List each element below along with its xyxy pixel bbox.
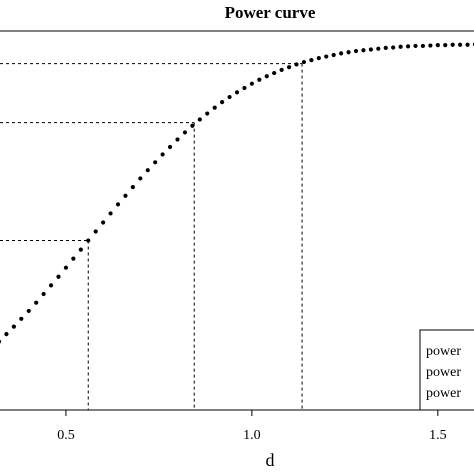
curve-point <box>234 90 240 95</box>
curve-point <box>34 300 39 305</box>
curve-point <box>249 81 254 86</box>
curve-point <box>420 43 426 49</box>
curve-point <box>331 52 336 58</box>
curve-point <box>227 94 232 100</box>
curve-point <box>383 45 388 51</box>
curve-point <box>405 44 411 49</box>
curve-point <box>257 77 262 82</box>
curve-point <box>346 50 351 55</box>
curve-point <box>175 137 180 142</box>
curve-point <box>458 42 463 47</box>
curve-point <box>130 184 135 190</box>
curve-point <box>93 229 98 234</box>
curve-point <box>361 48 366 53</box>
curve-point <box>279 67 284 73</box>
curve-point <box>376 46 381 51</box>
curve-point <box>145 168 150 173</box>
curve-point <box>205 111 210 116</box>
curve-point <box>123 193 128 198</box>
legend-entry: power <box>426 344 461 359</box>
curve-point <box>398 44 403 49</box>
curve-point <box>11 324 16 329</box>
curve-point <box>4 332 9 337</box>
chart-title: Power curve <box>225 3 316 22</box>
curve-point <box>309 57 314 63</box>
curve-point <box>197 117 202 122</box>
curve-point <box>435 43 440 48</box>
curve-point <box>167 144 173 150</box>
curve-point <box>294 62 299 67</box>
curve-point <box>0 339 2 344</box>
x-tick-label: 0.5 <box>57 428 75 443</box>
curve-point <box>108 211 113 216</box>
curve-point <box>63 265 69 270</box>
curve-point <box>153 160 158 165</box>
curve-point <box>220 100 225 105</box>
curve-point <box>86 238 91 243</box>
legend-entry: power <box>426 386 461 401</box>
legend-entry: power <box>426 365 461 380</box>
curve-point <box>78 247 83 252</box>
curve-point <box>264 74 269 79</box>
curve-point <box>391 45 396 50</box>
curve-point <box>368 47 373 52</box>
curve-point <box>324 54 329 59</box>
curve-point <box>71 256 76 261</box>
curve-point <box>41 291 46 297</box>
x-tick-label: 1.0 <box>243 428 261 443</box>
curve-point <box>212 105 217 110</box>
curve-point <box>316 56 321 61</box>
curve-point <box>138 176 143 181</box>
curve-point <box>19 316 24 321</box>
curve-point <box>272 70 277 76</box>
curve-point <box>115 202 121 207</box>
curve-point <box>242 85 247 91</box>
curve-point <box>160 152 165 157</box>
curve-point <box>301 59 307 65</box>
curve-point <box>428 43 433 48</box>
curve-point <box>450 42 455 47</box>
x-tick-label: 1.5 <box>429 428 447 443</box>
curve-point <box>26 308 31 314</box>
curve-point <box>101 220 106 225</box>
curve-point <box>182 130 188 135</box>
legend-box <box>419 329 474 411</box>
curve-point <box>190 123 195 128</box>
curve-point <box>56 274 61 279</box>
x-axis-label: d <box>266 450 275 470</box>
curve-point <box>465 42 470 47</box>
curve-point <box>413 43 418 49</box>
curve-point <box>443 43 448 48</box>
curve-point <box>286 65 292 70</box>
curve-point <box>48 283 54 288</box>
curve-point <box>353 48 359 54</box>
curve-point <box>339 51 344 56</box>
